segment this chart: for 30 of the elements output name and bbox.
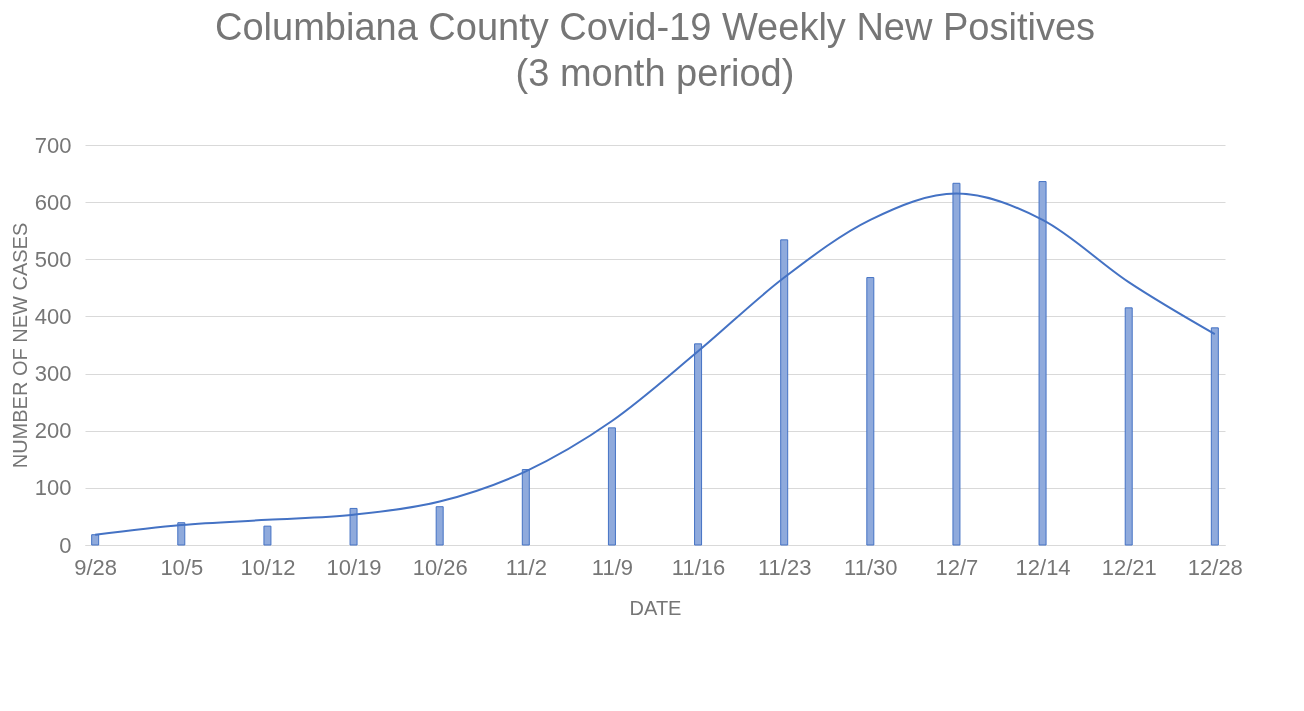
y-tick-label: 500 — [34, 246, 72, 272]
x-tick-label: 11/9 — [591, 554, 634, 580]
x-tick-label: 11/30 — [844, 554, 898, 580]
x-tick-label: 11/23 — [757, 554, 812, 580]
y-tick-label: 400 — [34, 303, 72, 329]
x-tick-label: 9/28 — [74, 554, 118, 580]
y-axis-title: NUMBER OF NEW CASES — [8, 222, 31, 469]
y-tick-label: 700 — [34, 132, 72, 158]
x-tick-label: 10/26 — [412, 554, 468, 580]
x-tick-label: 12/28 — [1187, 554, 1243, 580]
y-tick-label: 0 — [59, 532, 72, 558]
y-tick-label: 600 — [34, 189, 72, 215]
x-tick-label: 11/16 — [671, 554, 726, 580]
x-tick-label: 12/14 — [1015, 554, 1071, 580]
x-axis-title: DATE — [629, 596, 682, 619]
y-tick-label: 300 — [34, 361, 72, 387]
chart-title: Columbiana County Covid-19 Weekly New Positives (3 month period) — [214, 6, 1096, 94]
y-tick-label: 200 — [34, 418, 72, 444]
bar — [263, 525, 272, 546]
x-tick-label: 10/12 — [240, 554, 296, 580]
bar — [866, 277, 875, 546]
x-tick-label: 10/5 — [160, 554, 204, 580]
x-tick-label: 12/7 — [935, 554, 979, 580]
x-tick-label: 10/19 — [326, 554, 382, 580]
y-tick-label: 100 — [34, 475, 72, 501]
x-tick-label: 12/21 — [1101, 554, 1157, 580]
bar — [1124, 307, 1133, 546]
bar — [607, 427, 616, 546]
bar — [435, 506, 444, 546]
x-tick-label: 11/2 — [505, 554, 547, 580]
